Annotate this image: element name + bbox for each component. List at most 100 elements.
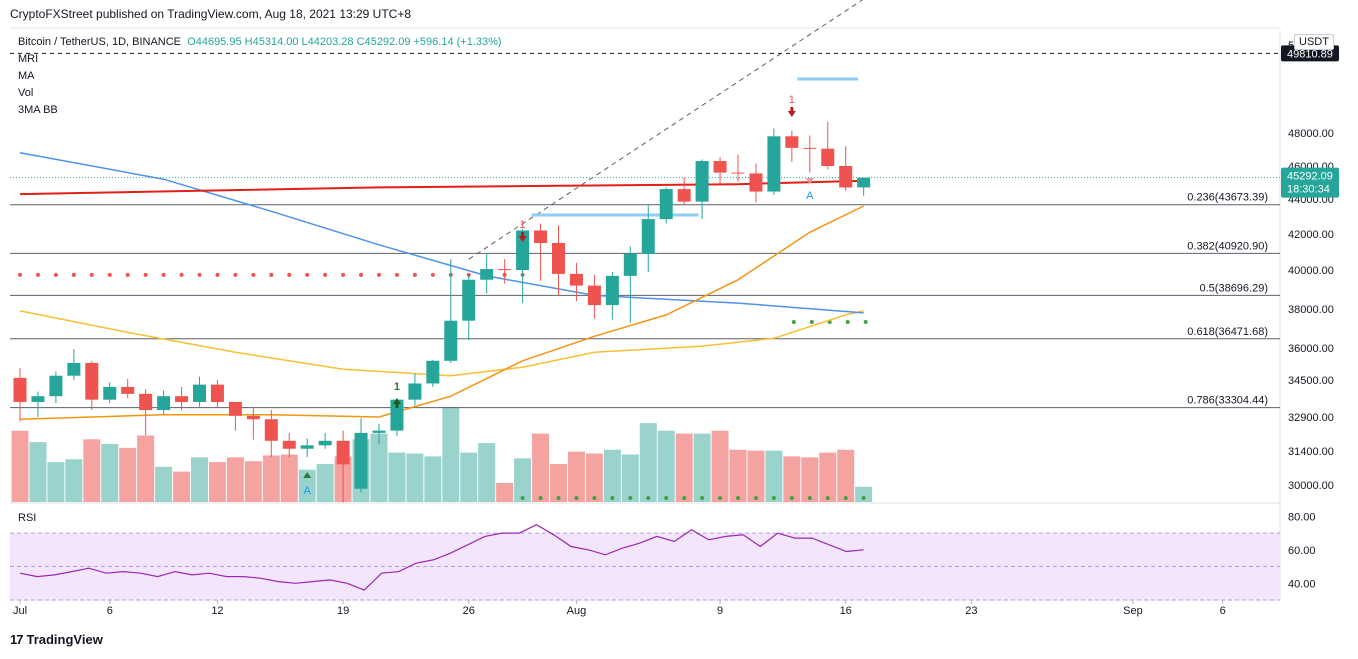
volume-signal-dot <box>682 496 687 500</box>
volume-bar <box>298 469 316 502</box>
indicator-ma[interactable]: MA <box>18 70 35 82</box>
candle-body <box>282 440 296 449</box>
sell-arrow-stem <box>521 232 525 237</box>
symbol-row[interactable]: Bitcoin / TetherUS, 1D, BINANCE O44695.9… <box>18 34 502 51</box>
sell-arrow-stem <box>790 107 794 112</box>
indicator-vol[interactable]: Vol <box>18 87 34 99</box>
support-dot <box>53 272 58 277</box>
candle-body <box>103 386 117 400</box>
volume-signal-dot <box>628 496 633 500</box>
volume-bar <box>639 423 657 502</box>
candle-body <box>408 383 422 400</box>
candle-body <box>336 440 350 465</box>
candle-body <box>803 147 817 149</box>
volume-signal-dot <box>861 496 866 500</box>
price-axis-label: 42000.00 <box>1288 229 1334 241</box>
candle-body <box>318 440 332 446</box>
signal-dot <box>791 320 796 324</box>
volume-bar <box>65 459 83 502</box>
fib-label: 0.382(40920.90) <box>1187 240 1268 252</box>
volume-signal-dot <box>789 496 794 500</box>
candle-body <box>372 430 386 433</box>
candle-body <box>121 386 135 394</box>
candle-body <box>13 377 27 402</box>
support-dot <box>287 272 292 277</box>
volume-signal-dot <box>843 496 848 500</box>
td-count-label: 1 <box>789 94 795 106</box>
volume-signal-dot <box>574 496 579 500</box>
current-price-label: 45292.09 <box>1287 171 1333 183</box>
volume-bar <box>119 447 137 502</box>
support-dot <box>161 272 166 277</box>
support-dot <box>197 272 202 277</box>
volume-bar <box>621 454 639 502</box>
volume-signal-dot <box>771 496 776 500</box>
rsi-line <box>19 524 864 591</box>
time-axis-label: 6 <box>1220 605 1226 617</box>
tradingview-brand[interactable]: 17 TradingView <box>10 632 103 647</box>
price-axis-label: 40000.00 <box>1288 265 1334 277</box>
candle-body <box>246 415 260 420</box>
volume-bar <box>837 449 855 502</box>
price-axis-label: 34500.00 <box>1288 375 1334 387</box>
price-axis-label: 32900.00 <box>1288 412 1334 424</box>
volume-bar <box>532 433 550 502</box>
candle-body <box>695 161 709 202</box>
volume-bar <box>675 433 693 502</box>
support-dot <box>323 272 328 277</box>
volume-bar <box>83 439 101 502</box>
buy-arrow-icon <box>303 472 312 478</box>
candle-body <box>749 173 763 192</box>
symbol-name[interactable]: Bitcoin / TetherUS, 1D, BINANCE <box>18 36 182 48</box>
support-dot <box>71 272 76 277</box>
sell-arrow-icon <box>805 178 814 184</box>
time-axis-label: Jul <box>13 605 27 617</box>
volume-bar <box>567 451 585 502</box>
signal-letter: A <box>304 485 312 497</box>
candle-body <box>85 362 99 400</box>
candle-body <box>785 136 799 148</box>
indicator-3ma-bb[interactable]: 3MA BB <box>18 104 58 116</box>
signal-dot <box>845 320 850 324</box>
volume-bar <box>514 458 532 502</box>
candle-body <box>767 136 781 192</box>
volume-bar <box>442 407 460 502</box>
time-axis-label: 9 <box>717 605 723 617</box>
time-axis-label: 26 <box>463 605 475 617</box>
indicator-mri[interactable]: MRI <box>18 53 39 65</box>
trend-line <box>468 0 864 260</box>
candle-body <box>193 384 206 402</box>
tradingview-logo-icon: 17 <box>10 632 24 647</box>
volume-bar <box>783 456 801 502</box>
time-axis-label: Sep <box>1123 605 1143 617</box>
candle-body <box>300 445 314 449</box>
candle-body <box>67 362 81 376</box>
volume-signal-dot <box>718 496 723 500</box>
publisher-header: CryptoFXStreet published on TradingView.… <box>10 7 412 21</box>
volume-signal-dot <box>610 496 615 500</box>
volume-bar <box>370 433 388 502</box>
support-dot <box>143 272 148 277</box>
volume-bar <box>191 457 208 502</box>
change-value: +596.14 (+1.33%) <box>413 36 502 48</box>
volume-bar <box>585 453 603 502</box>
currency-button[interactable]: USDT <box>1294 34 1334 50</box>
price-axis-label: 30000.00 <box>1288 480 1334 492</box>
candle-body <box>713 161 727 173</box>
fib-label: 0.618(36471.68) <box>1187 326 1268 338</box>
candle-body <box>731 172 745 174</box>
rsi-label: RSI <box>18 512 36 524</box>
volume-bar <box>208 462 226 502</box>
time-axis-label: Aug <box>567 605 587 617</box>
signal-letter: A <box>806 190 814 202</box>
volume-bar <box>173 471 191 502</box>
support-dot <box>179 272 184 277</box>
volume-bar <box>729 449 747 502</box>
candle-body <box>569 273 583 286</box>
candle-body <box>498 269 512 271</box>
support-dot <box>215 272 220 277</box>
time-axis-label: 23 <box>965 605 977 617</box>
fib-label: 0.5(38696.29) <box>1200 282 1269 294</box>
